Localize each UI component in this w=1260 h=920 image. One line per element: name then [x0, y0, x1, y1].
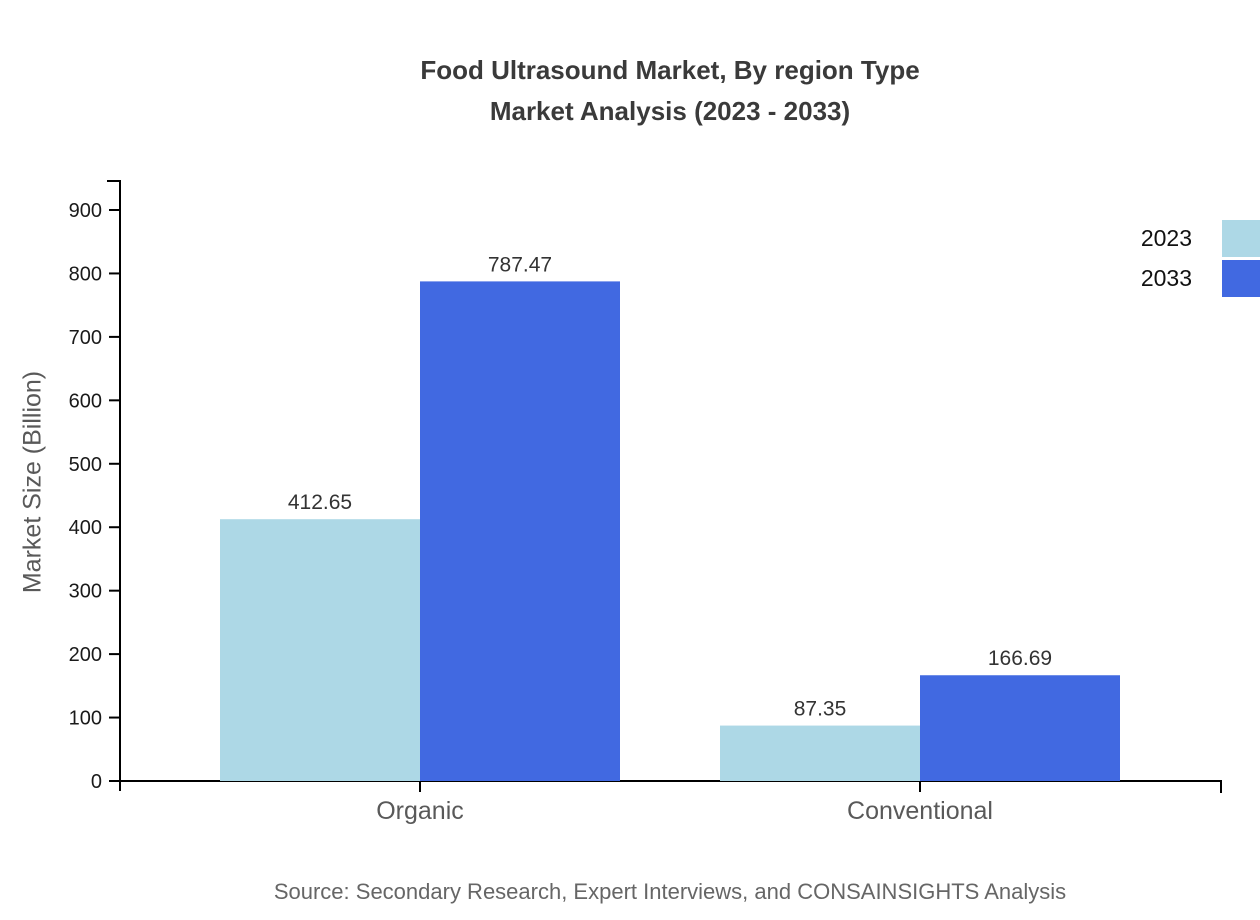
legend-label: 2023: [1140, 225, 1192, 251]
category-label: Organic: [376, 797, 464, 825]
y-tick-label: 300: [69, 581, 102, 603]
y-tick-label: 700: [69, 327, 102, 349]
legend-label: 2033: [1140, 265, 1192, 291]
y-tick-label: 900: [69, 200, 102, 222]
source-note: Source: Secondary Research, Expert Inter…: [273, 879, 1067, 904]
chart-title: Food Ultrasound Market, By region Type M…: [420, 50, 919, 132]
category-label: Conventional: [847, 797, 993, 825]
chart-title-line1: Food Ultrasound Market, By region Type: [420, 55, 920, 85]
chart-title-line2: Market Analysis (2023 - 2033): [489, 96, 851, 126]
legend-item-2033: 2033: [1141, 260, 1260, 297]
bar-2033-organic: [420, 281, 620, 781]
bar-value-label: 166.69: [988, 647, 1052, 670]
legend-swatch: [1222, 220, 1260, 257]
bar-value-label: 787.47: [488, 253, 552, 276]
legend-item-2023: 2023: [1141, 220, 1260, 257]
y-tick-label: 0: [91, 771, 102, 793]
bar-value-label: 87.35: [794, 698, 847, 721]
bar-2033-conventional: [920, 675, 1120, 781]
y-tick-label: 600: [69, 390, 102, 412]
legend: 2023 2033: [1141, 220, 1260, 300]
bar-2023-conventional: [720, 725, 920, 781]
y-tick-label: 400: [69, 517, 102, 539]
y-tick-label: 500: [69, 454, 102, 476]
y-tick-label: 200: [69, 644, 102, 666]
bar-value-label: 412.65: [288, 491, 352, 514]
y-tick-label: 800: [69, 263, 102, 285]
y-tick-label: 100: [69, 708, 102, 730]
legend-swatch: [1222, 260, 1260, 297]
bar-2023-organic: [220, 519, 420, 781]
